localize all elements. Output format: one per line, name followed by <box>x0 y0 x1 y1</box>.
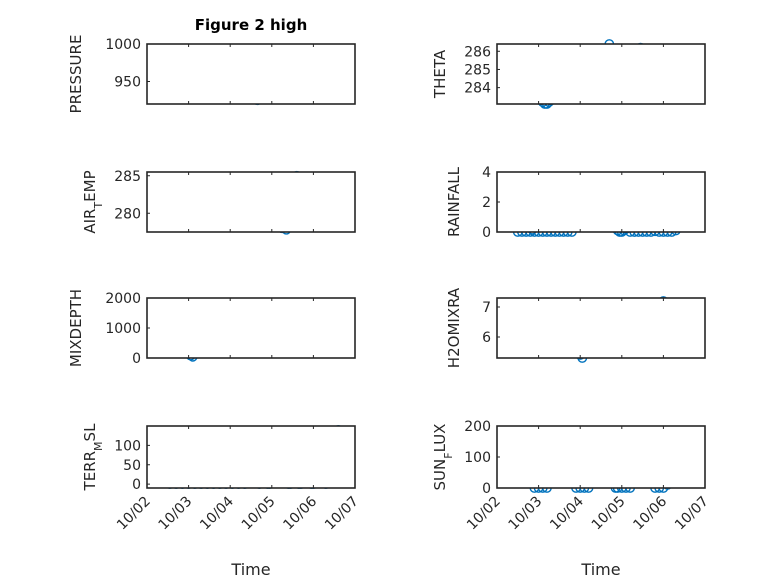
y-axis-label: TERRMSL <box>81 423 105 492</box>
y-tick-label: 286 <box>464 44 491 60</box>
y-axis-label: PRESSURE <box>67 35 85 114</box>
subplot-rainfall: 0 2 4 RAINFALL <box>445 165 706 241</box>
y-axis-label-main: THETA <box>431 49 449 99</box>
y-axis-label-main: SUN <box>431 459 449 491</box>
y-tick-label: 2000 <box>105 291 141 307</box>
axes-frame <box>496 297 706 359</box>
y-axis-label-subscript: M <box>92 441 105 451</box>
y-axis-label: RAINFALL <box>445 166 463 237</box>
x-tick-label: 10/05 <box>589 494 629 534</box>
axes-frame <box>146 297 356 359</box>
figure-title: Figure 2 high <box>195 16 308 34</box>
x-axis-label: Time <box>580 560 620 579</box>
y-tick-label: 0 <box>482 481 491 497</box>
y-tick-label: 0 <box>482 225 491 241</box>
y-axis-label: MIXDEPTH <box>67 289 85 367</box>
y-axis-label-subscript: T <box>92 202 105 210</box>
x-tick-label: 10/04 <box>197 493 237 533</box>
x-tick-label: 10/02 <box>464 494 504 534</box>
x-tick-label: 10/02 <box>114 494 154 534</box>
y-axis-label-main: H2OMIXRA <box>445 287 463 368</box>
y-axis-label-main: RAINFALL <box>445 166 463 237</box>
y-axis-label: AIRTEMP <box>81 170 105 233</box>
subplot-h2omixra: 6 7 H2OMIXRA <box>445 287 706 368</box>
axes-frame <box>496 171 706 233</box>
y-tick-label: 7 <box>482 300 491 316</box>
y-tick-label: 950 <box>114 75 141 91</box>
y-axis-label-rest: SL <box>81 423 99 442</box>
subplot-sun_flux: 0 100 200 SUNFLUX 10/02 10/03 10/04 10/05 10/06 1… <box>431 419 712 579</box>
subplot-terr_msl: 0 50 100 TERRMSL 10/02 10/03 10/04 10/05 10/06 10… <box>81 423 362 579</box>
x-tick-label: 10/04 <box>547 493 587 533</box>
subplot-mixdepth: 0 1000 2000 MIXDEPTH <box>67 289 356 367</box>
y-tick-label: 285 <box>114 169 141 185</box>
x-tick-label: 10/03 <box>156 494 196 534</box>
y-axis-label-subscript: F <box>442 452 455 458</box>
x-tick-label: 10/07 <box>322 494 362 534</box>
x-axis-label: Time <box>230 560 270 579</box>
subplot-theta: 284 285 286 THETA <box>431 39 706 109</box>
y-tick-label: 50 <box>123 458 141 474</box>
axes-frame <box>146 43 356 105</box>
y-tick-label: 0 <box>132 351 141 367</box>
x-tick-label: 10/06 <box>280 493 320 533</box>
y-tick-label: 1000 <box>105 37 141 53</box>
x-tick-label: 10/03 <box>506 494 546 534</box>
y-tick-label: 200 <box>464 419 491 435</box>
subplot-pressure: 950 1000 PRESSURE Figure 2 high <box>67 16 356 114</box>
y-axis-label: SUNFLUX <box>431 424 455 491</box>
y-axis-label-main: MIXDEPTH <box>67 289 85 367</box>
y-tick-label: 285 <box>464 62 491 78</box>
y-tick-label: 6 <box>482 330 491 346</box>
axes-frame <box>496 425 706 489</box>
y-axis-label-main: PRESSURE <box>67 35 85 114</box>
y-axis-label-rest: EMP <box>81 170 99 201</box>
y-axis-label-rest: LUX <box>431 424 449 453</box>
y-tick-label: 280 <box>114 206 141 222</box>
axes-frame <box>146 425 356 489</box>
y-tick-label: 100 <box>114 438 141 454</box>
axes-frame <box>146 171 356 233</box>
axes-frame <box>496 43 706 105</box>
subplot-air_temp: 280 285 AIRTEMP <box>81 169 356 235</box>
y-tick-label: 100 <box>464 450 491 466</box>
y-tick-label: 1000 <box>105 321 141 337</box>
y-axis-label-main: AIR <box>81 209 99 234</box>
y-tick-label: 0 <box>132 477 141 493</box>
x-tick-label: 10/06 <box>630 493 670 533</box>
x-tick-label: 10/07 <box>672 494 712 534</box>
x-tick-label: 10/05 <box>239 494 279 534</box>
y-axis-label-main: TERR <box>81 451 99 492</box>
y-tick-label: 2 <box>482 195 491 211</box>
y-tick-label: 284 <box>464 81 491 97</box>
y-axis-label: THETA <box>431 49 449 99</box>
y-tick-label: 4 <box>482 165 491 181</box>
y-axis-label: H2OMIXRA <box>445 287 463 368</box>
